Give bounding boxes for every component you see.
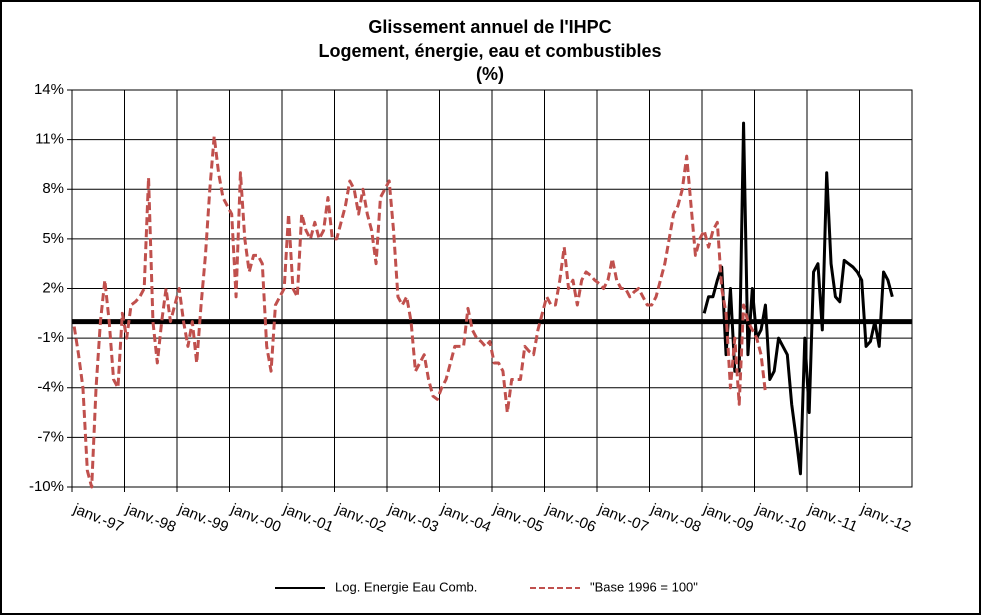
y-tick-label: 2% xyxy=(42,279,64,296)
legend-label: Log. Energie Eau Comb. xyxy=(335,579,477,594)
y-tick-label: -1% xyxy=(37,329,64,346)
y-tick-label: 5% xyxy=(42,230,64,247)
y-tick-label: 11% xyxy=(35,131,64,148)
chart-subtitle: Logement, énergie, eau et combustibles xyxy=(318,41,661,61)
unit-label: (%) xyxy=(476,64,504,84)
y-tick-label: -4% xyxy=(37,379,64,396)
legend-label: "Base 1996 = 100" xyxy=(590,579,698,594)
series-line xyxy=(72,134,767,489)
y-tick-label: 14% xyxy=(34,81,64,98)
y-tick-label: -10% xyxy=(29,478,64,495)
chart-title: Glissement annuel de l'IHPC xyxy=(368,17,611,37)
y-tick-label: 8% xyxy=(42,180,64,197)
y-tick-label: -7% xyxy=(37,428,64,445)
